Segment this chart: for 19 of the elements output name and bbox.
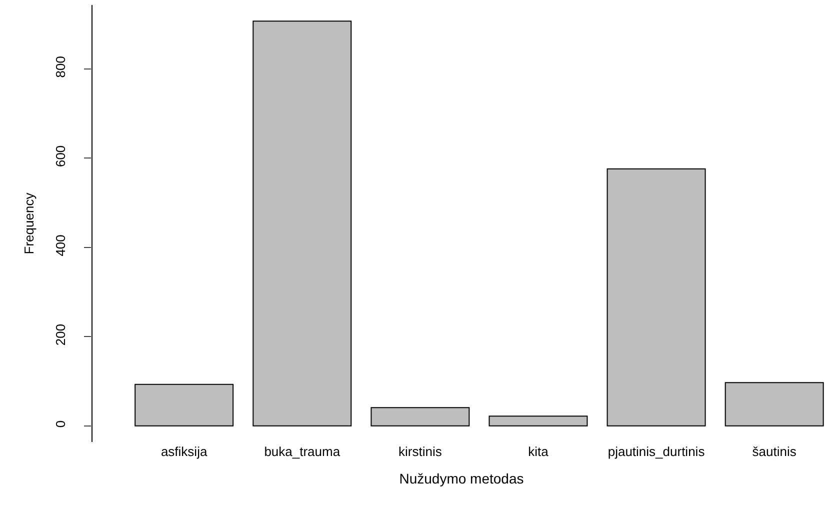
x-axis-title: Nužudymo metodas [399,470,524,486]
bar [134,384,234,426]
y-tick-label: 400 [52,234,68,256]
bar [370,407,470,426]
x-tick-label: šautinis [752,444,797,459]
bar [252,20,352,426]
bar [488,416,588,426]
bar [606,168,706,426]
y-axis-title: Frequency [22,192,37,254]
y-tick-label: 800 [52,56,68,78]
x-tick-label: kita [528,444,550,459]
x-tick-label: pjautinis_durtinis [608,444,706,459]
y-tick-label: 0 [52,420,68,428]
x-tick-label: asfiksija [160,444,208,459]
y-tick-label: 200 [52,324,68,346]
x-tick-label: kirstinis [398,444,442,459]
bar [724,382,824,426]
y-tick-label: 600 [52,145,68,168]
x-tick-label: buka_trauma [264,444,341,459]
